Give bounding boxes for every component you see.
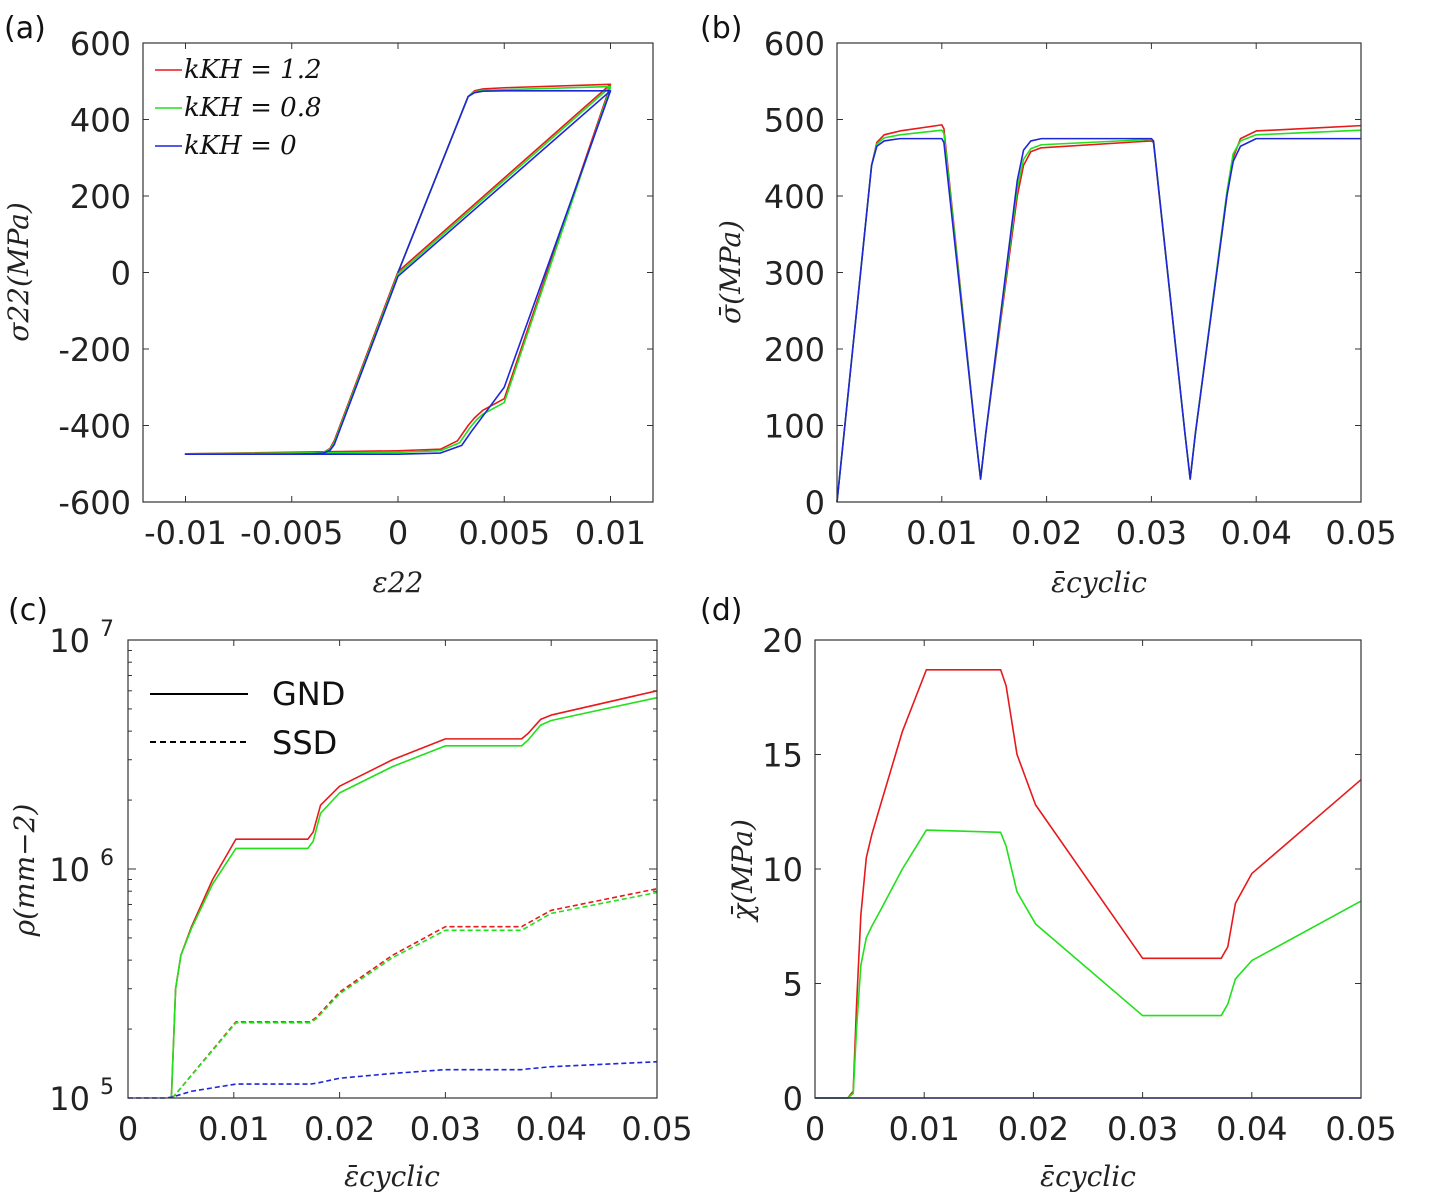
ytick-label-d-2: 10: [762, 851, 803, 889]
axes-c: 0 0.01 0.02 0.03 0.04 0.05 10 5 10 6 10 7: [49, 617, 692, 1148]
ytick-label-b-6: 600: [764, 25, 825, 63]
series-c-0: [170, 690, 658, 1099]
series-c-4: [128, 1060, 658, 1099]
series-d-0: [815, 668, 1362, 1099]
panel-b: (b) 0 0.01 0.02 0.03 0.04 0.05 0 100 200 300 400 50…: [700, 11, 1397, 599]
ytick-label-c-1: 10: [49, 851, 90, 889]
xtick-label-b-2: 0.02: [1011, 514, 1082, 552]
ytick-label-b-0: 0: [805, 484, 825, 522]
xtick-label-a-0: -0.01: [144, 514, 227, 552]
ytick-label-a-3: 0: [111, 255, 131, 293]
legend-a-entry-3: kKH = 0: [184, 131, 297, 161]
xtick-label-a-1: -0.005: [240, 514, 343, 552]
xtick-label-d-1: 0.01: [889, 1110, 960, 1148]
panel-label-a: (a): [4, 11, 46, 46]
ytick-label-c-0: 10: [49, 1080, 90, 1118]
series-c-3: [171, 891, 658, 1099]
ytick-exp-c-2: 7: [100, 617, 114, 642]
ylabel-d: χ̄(MPa): [726, 819, 759, 923]
xtick-label-d-4: 0.04: [1216, 1110, 1287, 1148]
ytick-label-a-2: -200: [58, 331, 131, 369]
series-a-2: [184, 90, 612, 455]
xlabel-d: ε̄cyclic: [1040, 1160, 1136, 1193]
legend-a-entry-2: kKH = 0.8: [184, 93, 322, 123]
ytick-label-a-4: 200: [70, 178, 131, 216]
series-c-2: [171, 887, 658, 1099]
xtick-label-b-4: 0.04: [1221, 514, 1292, 552]
xtick-label-b-1: 0.01: [906, 514, 977, 552]
panel-label-d: (d): [700, 593, 742, 628]
ylabel-b: σ̄(MPa): [714, 220, 747, 324]
ytick-exp-c-1: 6: [100, 846, 114, 871]
xtick-label-b-5: 0.05: [1325, 514, 1396, 552]
xtick-label-c-1: 0.01: [198, 1110, 269, 1148]
xtick-label-a-2: 0: [388, 514, 408, 552]
legend-c: GND SSD: [150, 675, 345, 762]
ytick-label-b-1: 100: [764, 408, 825, 446]
xtick-label-c-4: 0.04: [516, 1110, 587, 1148]
ytick-label-b-5: 500: [764, 102, 825, 140]
axes-box-a: [142, 42, 654, 503]
xtick-label-c-3: 0.03: [410, 1110, 481, 1148]
ytick-label-b-2: 200: [764, 331, 825, 369]
ytick-label-a-6: 600: [70, 25, 131, 63]
panel-c: (c) 0 0.01 0.02 0.03 0.04 0.05 10 5 10 6 10 7 ε̄cyc…: [8, 593, 693, 1193]
ylabel-c: ρ(mm−2): [8, 804, 41, 938]
ytick-label-b-3: 300: [764, 255, 825, 293]
series-b-1: [836, 129, 1362, 503]
ytick-label-d-3: 15: [762, 737, 803, 775]
xtick-label-b-0: 0: [827, 514, 847, 552]
xtick-label-b-3: 0.03: [1116, 514, 1187, 552]
xtick-label-d-0: 0: [805, 1110, 825, 1148]
ytick-label-c-2: 10: [49, 622, 90, 660]
axes-box-b: [836, 42, 1362, 503]
panel-label-b: (b): [700, 11, 742, 46]
ytick-label-d-0: 0: [783, 1080, 803, 1118]
legend-a-bg: [150, 52, 332, 174]
axes-b: 0 0.01 0.02 0.03 0.04 0.05 0 100 200 300 400 500 600: [764, 25, 1397, 552]
ytick-exp-c-0: 5: [100, 1075, 114, 1100]
xtick-label-d-5: 0.05: [1325, 1110, 1396, 1148]
panel-d: (d) 0 0.01 0.02 0.03 0.04 0.05 0 5 10 15 20 ε̄cycl…: [700, 593, 1397, 1193]
panel-a: (a) -0.01 -0.005 0 0.005 0.01 -600 -400 -200 0 20…: [2, 11, 654, 599]
xtick-label-c-0: 0: [118, 1110, 138, 1148]
legend-c-entry-gnd: GND: [272, 675, 345, 713]
axes-d: 0 0.01 0.02 0.03 0.04 0.05 0 5 10 15 20: [762, 622, 1396, 1148]
xlabel-c: ε̄cyclic: [344, 1160, 440, 1193]
xlabel-b: ε̄cyclic: [1051, 566, 1147, 599]
series-c-1: [170, 696, 658, 1099]
ytick-label-d-1: 5: [783, 966, 803, 1004]
ytick-label-a-5: 400: [70, 102, 131, 140]
axes-box-c: [127, 639, 658, 1099]
ytick-label-a-0: -600: [58, 484, 131, 522]
xlabel-a: ε22: [373, 566, 424, 599]
xtick-label-a-3: 0.005: [458, 514, 550, 552]
xtick-label-d-2: 0.02: [998, 1110, 1069, 1148]
xtick-label-d-3: 0.03: [1107, 1110, 1178, 1148]
series-b-0: [836, 124, 1362, 503]
xtick-label-c-2: 0.02: [304, 1110, 375, 1148]
legend-a-entry-1: kKH = 1.2: [184, 55, 322, 85]
ylabel-a: σ22(MPa): [2, 202, 35, 342]
series-b-2: [836, 137, 1361, 503]
xtick-label-a-4: 0.01: [575, 514, 646, 552]
legend-a: kKH = 1.2 kKH = 0.8 kKH = 0: [150, 52, 332, 174]
axes-a: -0.01 -0.005 0 0.005 0.01 -600 -400 -200 0 200 400…: [58, 25, 653, 552]
ytick-label-d-4: 20: [762, 622, 803, 660]
panel-label-c: (c): [8, 593, 48, 628]
ytick-label-b-4: 400: [764, 178, 825, 216]
legend-c-entry-ssd: SSD: [272, 724, 337, 762]
axes-box-d: [814, 639, 1362, 1099]
series-d-1: [815, 829, 1362, 1099]
ytick-label-a-1: -400: [58, 408, 131, 446]
xtick-label-c-5: 0.05: [621, 1110, 692, 1148]
